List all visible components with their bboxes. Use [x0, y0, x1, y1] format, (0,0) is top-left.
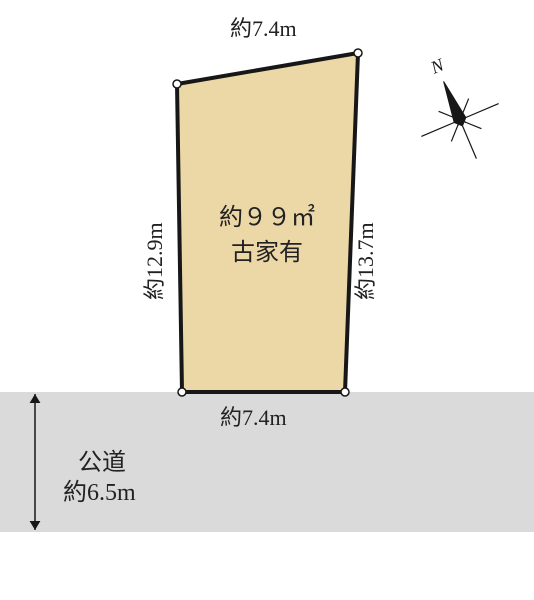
compass-north-label: N	[427, 54, 448, 78]
lot-plan-diagram: 公道 約6.5m 約7.4m 約7.4m 約12.9m 約13.7m 約９９㎡ …	[0, 0, 534, 600]
dim-right-label: 約13.7m	[353, 222, 378, 300]
dim-left-label: 約12.9m	[142, 222, 167, 300]
compass-rose	[405, 65, 515, 175]
lot-area-label: 約９９㎡	[219, 204, 315, 231]
road-name-label: 公道	[78, 449, 126, 476]
dim-top-label: 約7.4m	[230, 16, 297, 41]
dim-bottom-label: 約7.4m	[220, 405, 287, 430]
lot-note-label: 古家有	[231, 239, 303, 266]
road-width-label: 約6.5m	[63, 479, 136, 506]
